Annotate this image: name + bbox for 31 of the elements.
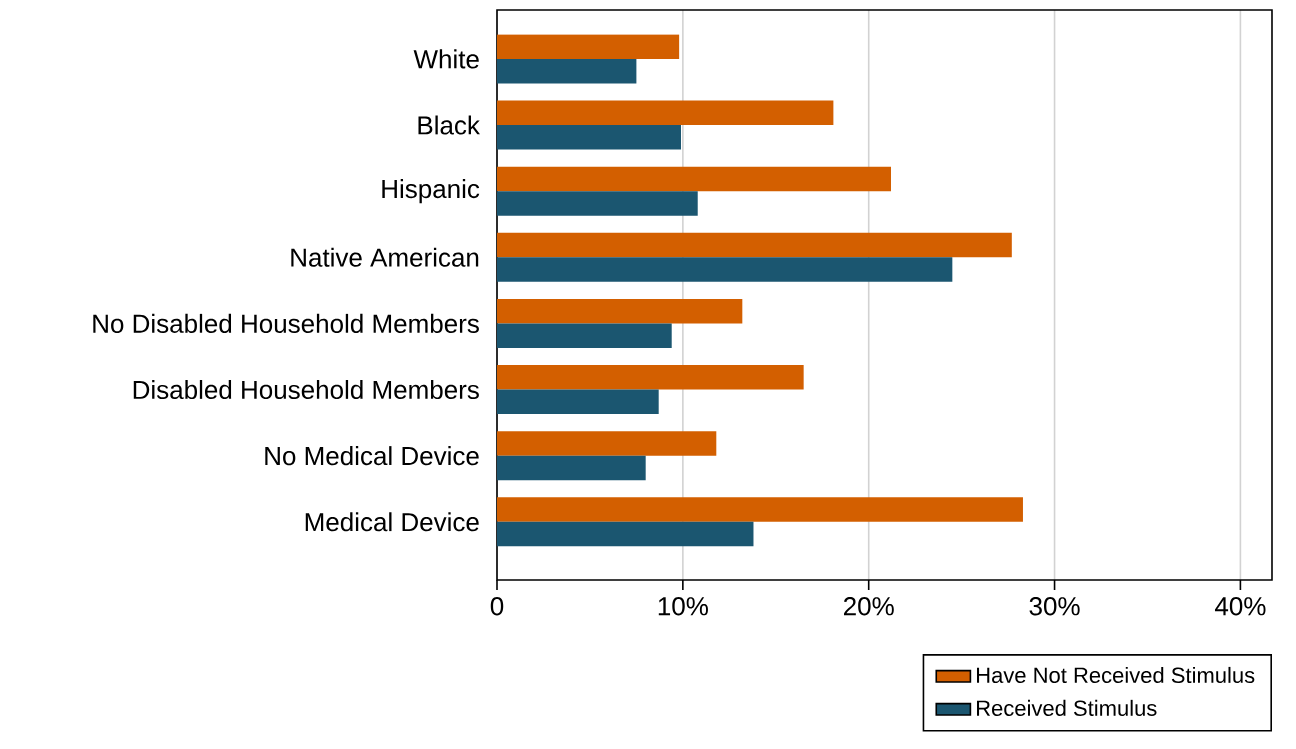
bar [497, 58, 637, 84]
legend-label: Have Not Received Stimulus [977, 666, 1255, 684]
bar [497, 497, 1023, 522]
bar [497, 257, 953, 282]
x-tick-label: 10% [658, 597, 708, 616]
bar [497, 455, 646, 481]
bar [497, 232, 1012, 258]
bar [497, 365, 804, 390]
legend-label: Received Stimulus [977, 699, 1157, 716]
y-tick-label: No Medical Device [265, 446, 479, 466]
y-tick-label: Hispanic [382, 179, 480, 204]
y-tick-label: No Disabled Household Members [93, 313, 479, 333]
bar [497, 298, 743, 324]
y-tick-label: Black [418, 115, 480, 135]
x-tick-label: 30% [1029, 597, 1080, 616]
bar [497, 521, 754, 547]
y-tick-label: White [413, 49, 479, 69]
bar [497, 125, 681, 150]
bar [497, 323, 672, 348]
bar [497, 166, 891, 192]
bar [497, 100, 834, 126]
bar [497, 191, 698, 216]
y-tick-label: Disabled Household Members [133, 380, 479, 400]
x-tick-label: 40% [1214, 597, 1266, 616]
x-tick-label: 20% [844, 597, 894, 616]
bar [497, 431, 717, 456]
bar [497, 389, 659, 415]
x-tick-label: 0 [490, 597, 504, 616]
bar [497, 34, 680, 59]
y-tick-label: Native American [291, 247, 479, 267]
y-tick-label: Medical Device [305, 512, 479, 532]
